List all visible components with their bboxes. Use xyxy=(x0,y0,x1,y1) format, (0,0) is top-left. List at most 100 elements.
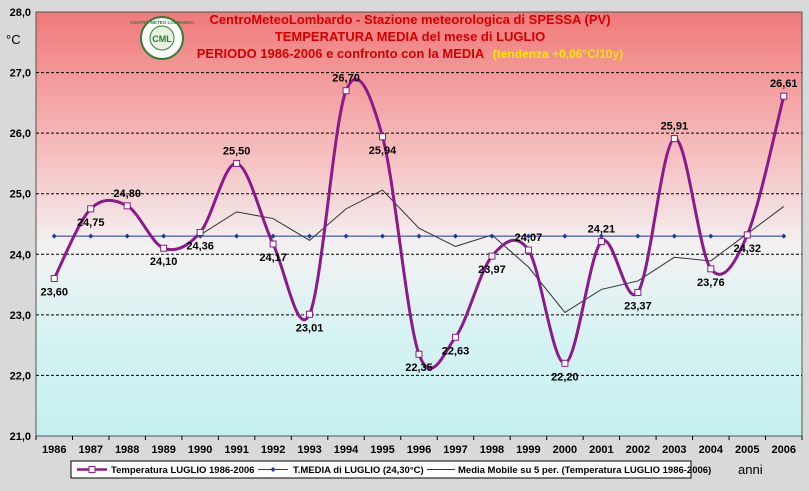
gridlines xyxy=(36,72,802,376)
data-label: 24,32 xyxy=(734,243,762,255)
x-tick-label: 2002 xyxy=(626,444,650,456)
x-tick-label: 1999 xyxy=(516,444,540,456)
x-tick-label: 1997 xyxy=(443,444,467,456)
temperatura-marker xyxy=(50,275,58,283)
chart-subtitle: TEMPERATURA MEDIA del mese di LUGLIO xyxy=(275,29,545,44)
media-marker xyxy=(781,233,787,239)
data-label: 26,70 xyxy=(332,73,360,85)
x-tick-label: 2004 xyxy=(699,444,724,456)
data-label: 23,01 xyxy=(296,322,324,334)
x-tick-label: 2005 xyxy=(735,444,759,456)
x-tick-label: 1990 xyxy=(188,444,212,456)
temperatura-marker xyxy=(634,288,642,296)
trend-note: (tendenza +0,06°C/10y) xyxy=(493,47,624,61)
plot-area xyxy=(35,11,803,437)
media-marker xyxy=(343,233,349,239)
data-label: 24,21 xyxy=(588,224,616,236)
logo-text: CENTRO METEO LOMBARDO xyxy=(130,20,194,25)
chart-subtitle2-line: PERIODO 1986-2006 e confronto con la MED… xyxy=(197,45,624,62)
data-labels: 23,60 24,75 24,80 24,10 24,36 25,50 24,17 23,01… xyxy=(40,73,797,384)
x-tick-label: 1992 xyxy=(261,444,285,456)
temperatura-marker xyxy=(160,244,168,252)
media-marker xyxy=(708,233,714,239)
data-label: 26,61 xyxy=(770,78,798,90)
media-marker xyxy=(234,233,240,239)
temperatura-marker xyxy=(233,159,241,167)
temperatura-marker xyxy=(196,228,204,236)
data-label: 22,35 xyxy=(405,362,433,374)
media-marker xyxy=(562,233,568,239)
chart-title: CentroMeteoLombardo - Stazione meteorolo… xyxy=(209,12,610,27)
x-tick-label: 2000 xyxy=(553,444,577,456)
chart-subtitle2: PERIODO 1986-2006 e confronto con la MED… xyxy=(197,46,485,61)
legend-label-temperatura: Temperatura LUGLIO 1986-2006 xyxy=(111,465,254,476)
x-tick-label: 1988 xyxy=(115,444,139,456)
legend-marker-temperatura xyxy=(88,466,96,473)
data-label: 24,36 xyxy=(186,240,214,252)
media-marker xyxy=(51,233,57,239)
data-label: 25,91 xyxy=(661,121,689,133)
temperatura-marker xyxy=(306,310,314,318)
y-tick-label: 26,0 xyxy=(10,128,31,140)
x-tick-labels: 1986 1987 1988 1989 1990 1991 1992 1993 1994 1995… xyxy=(35,436,803,456)
x-axis-label: anni xyxy=(738,462,763,477)
x-tick-label: 1989 xyxy=(151,444,175,456)
media-marker xyxy=(124,233,130,239)
data-label: 24,10 xyxy=(150,256,178,268)
media-marker xyxy=(161,233,167,239)
temperatura-marker xyxy=(87,205,95,213)
temperatura-marker xyxy=(743,231,751,239)
temperatura-marker xyxy=(451,333,459,341)
x-tick-label: 2001 xyxy=(589,444,613,456)
legend: Temperatura LUGLIO 1986-2006 T.MEDIA di … xyxy=(70,460,711,479)
data-label: 24,80 xyxy=(113,188,141,200)
media-marker xyxy=(307,233,313,239)
data-label: 24,17 xyxy=(259,252,287,264)
legend-label-media: T.MEDIA di LUGLIO (24,30°C) xyxy=(293,465,424,476)
media-marker xyxy=(270,233,276,239)
series-markers xyxy=(50,87,788,367)
temperatura-marker xyxy=(780,92,788,100)
data-label: 24,75 xyxy=(77,217,105,229)
temperatura-marker xyxy=(379,133,387,141)
temperatura-marker xyxy=(488,252,496,260)
legend-marker-media xyxy=(270,467,276,472)
x-tick-label: 1995 xyxy=(370,444,394,456)
media-marker xyxy=(416,233,422,239)
y-axis-unit: °C xyxy=(6,32,21,47)
temperatura-marker xyxy=(342,87,350,95)
media-marker xyxy=(88,233,94,239)
media-marker xyxy=(598,233,604,239)
y-tick-label: 28,0 xyxy=(10,7,31,19)
y-tick-labels: 21,0 22,0 23,0 24,0 25,0 26,0 27,0 28,0 xyxy=(10,7,31,443)
y-tick-label: 25,0 xyxy=(10,189,31,201)
media-marker xyxy=(489,233,495,239)
data-label: 25,94 xyxy=(369,145,397,157)
x-tick-label: 1987 xyxy=(78,444,102,456)
temperatura-marker xyxy=(561,359,569,367)
media-marker xyxy=(525,233,531,239)
data-label: 22,63 xyxy=(442,345,470,357)
y-tick-label: 24,0 xyxy=(10,249,31,261)
y-tick-label: 21,0 xyxy=(10,431,31,443)
temperatura-marker xyxy=(707,265,715,273)
x-tick-label: 1986 xyxy=(42,444,66,456)
media-marker xyxy=(380,233,386,239)
y-tick-label: 22,0 xyxy=(10,370,31,382)
data-label: 23,37 xyxy=(624,300,652,312)
x-tick-label: 2006 xyxy=(772,444,796,456)
data-label: 23,97 xyxy=(478,264,506,276)
media-marker xyxy=(452,233,458,239)
x-tick-label: 1991 xyxy=(224,444,248,456)
y-tick-label: 23,0 xyxy=(10,310,31,322)
x-tick-label: 1993 xyxy=(297,444,321,456)
y-tick-label: 27,0 xyxy=(10,68,31,80)
data-label: 22,20 xyxy=(551,371,579,383)
logo: CENTRO METEO LOMBARDO CML xyxy=(130,16,194,60)
temperatura-marker xyxy=(670,135,678,143)
media-marker xyxy=(671,233,677,239)
data-label: 25,50 xyxy=(223,145,251,157)
series-temperatura xyxy=(52,77,786,370)
temperatura-marker xyxy=(524,246,532,254)
